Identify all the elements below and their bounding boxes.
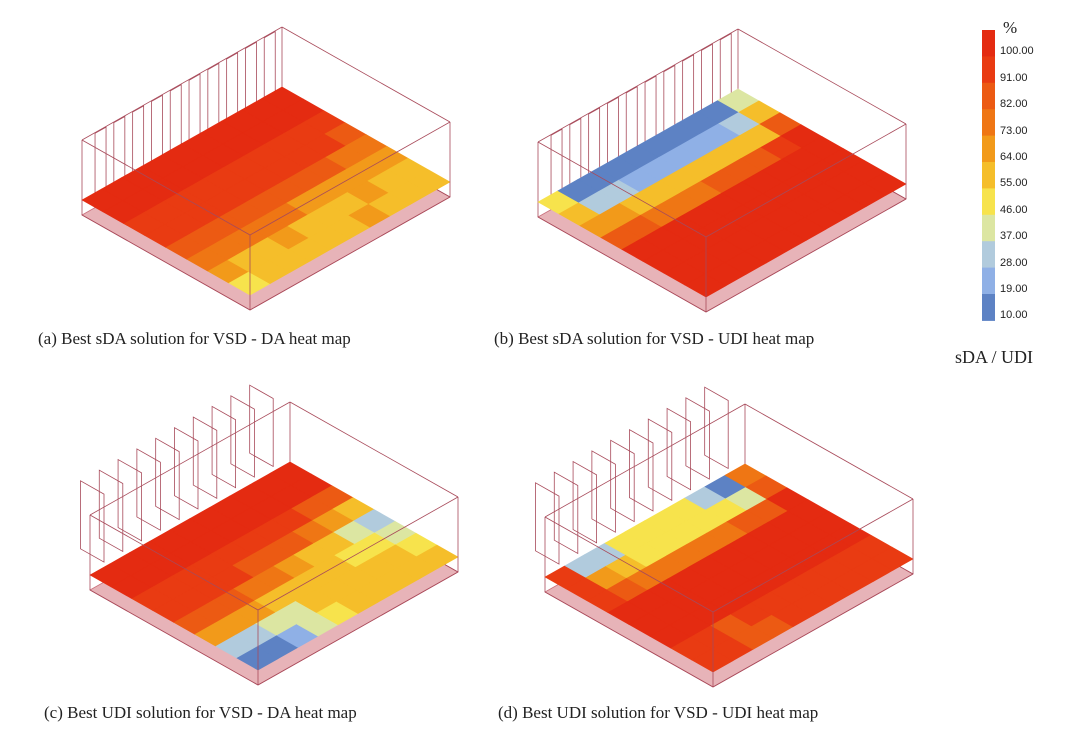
- legend-swatch: [982, 188, 995, 216]
- room-edge: [249, 196, 451, 311]
- legend-tick-label: 82.00: [1000, 98, 1028, 111]
- room-edge: [705, 123, 907, 238]
- window-fin: [192, 416, 218, 500]
- legend-swatch: [982, 109, 995, 137]
- legend-colorbar: [982, 30, 995, 321]
- heatmap-panel-b: [537, 28, 907, 313]
- room-edge: [712, 573, 914, 688]
- legend-tick-label: 64.00: [1000, 151, 1028, 163]
- legend-swatch: [982, 162, 995, 189]
- room-edge: [737, 28, 907, 125]
- room-edge: [281, 26, 451, 123]
- room-edge: [81, 214, 251, 311]
- window-fin: [704, 386, 729, 470]
- caption-b: (b) Best sDA solution for VSD - UDI heat…: [494, 329, 815, 348]
- window-fin: [174, 426, 199, 510]
- legend-swatch: [982, 214, 995, 242]
- heatmap-panel-a: [81, 26, 451, 311]
- window-fin: [535, 482, 560, 565]
- legend-swatch: [982, 82, 995, 110]
- legend-tick-label: 73.00: [1000, 124, 1028, 137]
- room-edge: [544, 591, 714, 688]
- room-edge: [89, 589, 259, 686]
- legend-tick-label: 19.00: [1000, 283, 1028, 295]
- legend-tick-label: 37.00: [1000, 230, 1028, 243]
- room-edge: [537, 216, 707, 313]
- legend-swatch: [982, 241, 995, 269]
- room-edge: [257, 496, 459, 611]
- caption-d: (d) Best UDI solution for VSD - UDI heat…: [498, 703, 819, 722]
- room-edge: [544, 516, 714, 613]
- window-fin: [629, 428, 654, 512]
- heatmap-panel-c: [80, 384, 459, 686]
- window-fin: [80, 480, 105, 563]
- window-fin: [553, 471, 579, 555]
- legend-tick-label: 28.00: [1000, 256, 1028, 269]
- legend-swatch: [982, 56, 995, 84]
- legend-swatch: [982, 30, 995, 57]
- legend-tick-label: 46.00: [1000, 203, 1028, 216]
- window-fin: [155, 437, 180, 521]
- legend-tick-label: 10.00: [1000, 309, 1028, 322]
- window-fin: [230, 395, 255, 478]
- room-edge: [712, 498, 914, 613]
- heatmap-panel-d: [535, 386, 914, 688]
- legend-tick-label: 91.00: [1000, 71, 1028, 84]
- room-edge: [81, 139, 251, 236]
- window-fin: [117, 458, 143, 542]
- window-fin: [249, 384, 274, 468]
- window-fin: [136, 448, 161, 531]
- legend-swatch: [982, 294, 995, 321]
- window-fin: [647, 418, 673, 502]
- window-fin: [666, 407, 691, 491]
- legend-unit: %: [1003, 18, 1018, 37]
- room-edge: [89, 401, 291, 516]
- caption-a: (a) Best sDA solution for VSD - DA heat …: [38, 329, 351, 348]
- room-edge: [249, 121, 451, 236]
- room-edge: [537, 141, 707, 238]
- caption-c: (c) Best UDI solution for VSD - DA heat …: [44, 703, 357, 722]
- window-fin: [685, 397, 710, 480]
- window-fin: [211, 405, 237, 489]
- room-edge: [89, 514, 259, 611]
- legend-title: sDA / UDI: [955, 347, 1034, 367]
- room-edge: [537, 28, 739, 143]
- window-fin: [591, 450, 616, 533]
- legend-tick-label: 55.00: [1000, 177, 1028, 190]
- legend-swatch: [982, 135, 995, 163]
- room-edge: [81, 26, 283, 141]
- legend-swatch: [982, 267, 995, 295]
- room-edge: [744, 403, 914, 500]
- room-edge: [257, 571, 459, 686]
- legend-tick-label: 100.00: [1000, 45, 1034, 58]
- window-fin: [610, 439, 635, 523]
- window-fin: [572, 460, 597, 544]
- room-edge: [289, 401, 459, 498]
- window-fin: [98, 469, 124, 553]
- room-edge: [705, 198, 907, 313]
- room-edge: [544, 403, 746, 518]
